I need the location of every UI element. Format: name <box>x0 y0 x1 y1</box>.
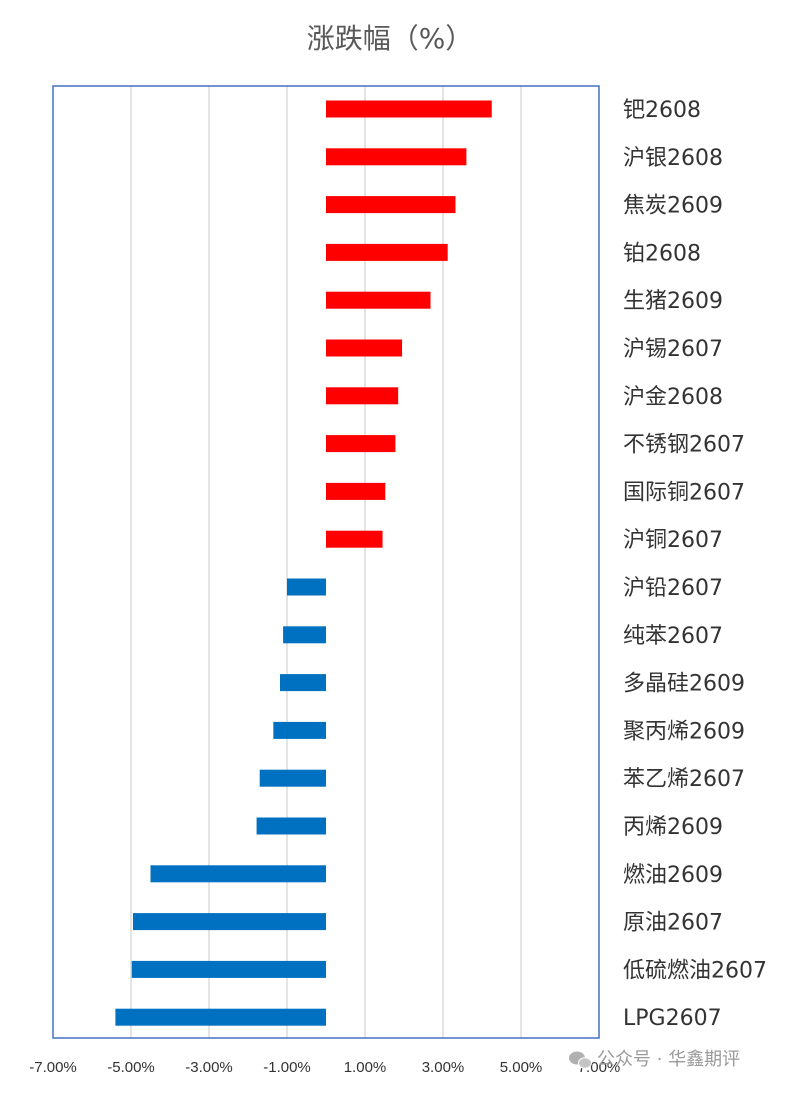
bar <box>115 1008 327 1026</box>
category-label: 纯苯2607 <box>623 624 723 649</box>
category-label: 沪铜2607 <box>623 528 723 553</box>
category-label: 苯乙烯2607 <box>623 767 745 792</box>
category-label: 不锈钢2607 <box>623 433 745 458</box>
bar <box>326 100 492 118</box>
x-tick-labels: -7.00% -5.00% -3.00% -1.00% 1.00% 3.00% 5.00% 7… <box>29 1059 620 1076</box>
watermark: 公众号 · 华鑫期评 <box>569 1049 740 1070</box>
bar <box>326 530 383 548</box>
bar <box>259 769 326 787</box>
category-label: 焦炭2609 <box>623 194 723 219</box>
category-label: 生猪2609 <box>623 289 723 314</box>
bar <box>287 578 326 596</box>
watermark-text: 公众号 · 华鑫期评 <box>597 1049 740 1070</box>
category-label: 铂2608 <box>623 241 701 266</box>
category-label: 沪金2608 <box>623 385 723 410</box>
bar <box>150 865 326 883</box>
category-label: 沪铅2607 <box>623 576 723 601</box>
x-tick-label: -3.00% <box>185 1059 233 1076</box>
category-label: 国际铜2607 <box>623 480 745 505</box>
category-label: 燃油2609 <box>623 863 723 888</box>
x-tick-label: 1.00% <box>344 1059 387 1076</box>
plot-frame <box>52 85 600 1039</box>
bar <box>326 387 399 405</box>
bar <box>326 243 448 261</box>
bar <box>132 913 326 931</box>
bar <box>283 626 326 644</box>
bar <box>326 435 396 453</box>
category-labels: 钯2608 沪银2608 焦炭2609 铂2608 生猪2609 沪锡2607 沪金2608… <box>623 98 767 1031</box>
category-label: 多晶硅2609 <box>623 672 745 697</box>
category-label: 钯2608 <box>623 98 701 123</box>
category-label: LPG2607 <box>623 1006 722 1031</box>
x-tick-label: -7.00% <box>29 1059 77 1076</box>
bar <box>279 674 326 692</box>
bar <box>326 196 456 214</box>
bars <box>115 100 492 1026</box>
x-tick-label: 3.00% <box>422 1059 465 1076</box>
category-label: 沪银2608 <box>623 146 723 171</box>
x-tick-label: -5.00% <box>107 1059 155 1076</box>
category-label: 低硫燃油2607 <box>623 958 767 983</box>
x-tick-label: 5.00% <box>500 1059 543 1076</box>
category-label: 丙烯2609 <box>623 815 723 840</box>
category-label: 沪锡2607 <box>623 337 723 362</box>
grid-lines <box>130 86 522 1038</box>
wechat-icon <box>569 1051 592 1069</box>
category-label: 聚丙烯2609 <box>623 719 745 744</box>
bar <box>326 339 403 357</box>
bar <box>326 148 467 166</box>
bar <box>326 482 386 500</box>
x-tick-label: -1.00% <box>263 1059 311 1076</box>
bar <box>273 721 326 739</box>
bar <box>326 291 431 309</box>
chart-title: 涨跌幅（%） <box>307 22 474 55</box>
bar <box>256 817 326 835</box>
category-label: 原油2607 <box>623 911 723 936</box>
bar <box>131 960 326 978</box>
